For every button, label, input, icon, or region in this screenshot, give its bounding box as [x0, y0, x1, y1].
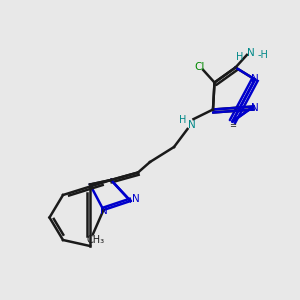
Text: Cl: Cl [194, 62, 205, 73]
Text: H: H [236, 52, 244, 62]
Text: N: N [247, 47, 254, 58]
Text: N: N [188, 119, 196, 130]
Text: -H: -H [257, 50, 268, 60]
Text: N: N [100, 206, 107, 217]
Text: N: N [132, 194, 140, 205]
Text: =: = [229, 122, 236, 130]
Text: CH₃: CH₃ [87, 235, 105, 245]
Text: H: H [179, 115, 187, 125]
Text: N: N [251, 103, 259, 113]
Text: N: N [251, 74, 259, 85]
